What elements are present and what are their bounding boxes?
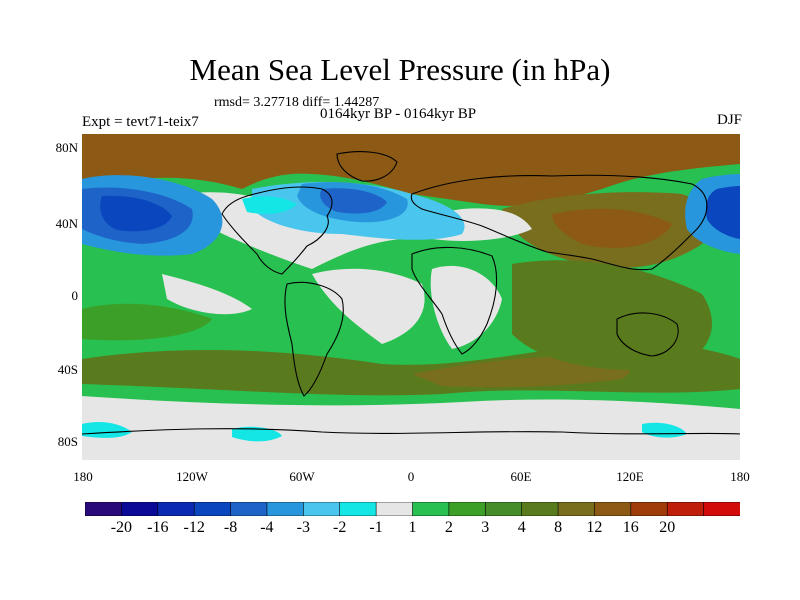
colorbar-swatch — [448, 502, 487, 516]
y-tick-label: 40S — [57, 362, 78, 377]
colorbar-swatch — [230, 502, 268, 516]
colorbar-swatch — [121, 502, 159, 516]
south-america-coast — [284, 281, 344, 397]
colorbar-swatch — [266, 502, 305, 516]
colorbar-label: -20 — [110, 519, 133, 536]
x-tick-label: 0 — [407, 469, 415, 484]
aleutian-low-core — [100, 195, 172, 232]
colorbar-label: 12 — [586, 519, 603, 536]
colorbar-label: 8 — [554, 519, 563, 536]
x-tick-label: 180 — [730, 469, 750, 484]
pacific-olive — [82, 303, 212, 341]
antarctica-coast — [82, 428, 740, 435]
colorbar-swatch — [630, 502, 669, 516]
colorbar-label: -4 — [260, 519, 274, 536]
antarctic-cyan-2 — [232, 426, 282, 442]
greenland-coast — [336, 151, 398, 182]
pressure-map — [82, 134, 740, 460]
colorbar-swatch — [85, 502, 123, 516]
colorbar-swatch — [339, 502, 377, 516]
y-tick-label: 40N — [55, 216, 78, 231]
neutral-atlantic — [312, 268, 425, 344]
asia-high-core — [552, 208, 672, 248]
arctic-high-band — [82, 134, 740, 206]
colorbar-label: -3 — [296, 519, 310, 536]
africa-coast — [411, 246, 498, 355]
colorbar-swatch — [594, 502, 632, 516]
colorbar-label: 20 — [659, 519, 676, 536]
colorbar-label: 16 — [622, 519, 639, 536]
x-tick-label: 60E — [510, 469, 532, 484]
colorbar — [85, 502, 740, 516]
season-label: DJF — [716, 112, 742, 128]
colorbar-label: -2 — [333, 519, 347, 536]
rmsd-text: rmsd= 3.27718 diff= 1.44287 — [214, 95, 380, 110]
colorbar-label: -16 — [147, 519, 169, 536]
colorbar-swatch — [666, 502, 705, 516]
colorbar-swatch — [484, 502, 523, 516]
icelandic-low-fringe — [242, 196, 297, 214]
x-tick-label: 120W — [176, 469, 208, 484]
aleutian-low-east-core — [705, 186, 740, 239]
y-tick-label: 80S — [57, 434, 78, 449]
colorbar-label: 2 — [444, 519, 453, 536]
neutral-southern-ocean — [82, 396, 740, 460]
coastlines — [82, 151, 740, 435]
colorbar-swatch — [557, 502, 596, 516]
north-america-coast — [221, 186, 333, 275]
y-tick-label: 80N — [55, 140, 78, 155]
icelandic-low-inner — [320, 188, 387, 214]
colorbar-label: -12 — [183, 519, 205, 536]
colorbar-label: 3 — [481, 519, 490, 536]
indian-ocean-olive — [512, 260, 712, 371]
colorbar-label: -8 — [223, 519, 238, 536]
x-tick-label: 60W — [289, 469, 315, 484]
period-text: 0164kyr BP - 0164kyr BP — [320, 106, 477, 122]
x-tick-label: 180 — [73, 469, 93, 484]
colorbar-labels: -20 -16 -12 -8 -4 -3 -2 -1 1 2 3 4 8 12 16 20 — [0, 519, 800, 539]
neutral-africa — [430, 265, 502, 349]
map-title: Mean Sea Level Pressure (in hPa) — [189, 52, 611, 87]
antarctic-cyan-1 — [82, 421, 132, 438]
colorbar-swatch — [375, 502, 414, 516]
colorbar-swatch — [193, 502, 232, 516]
eurasia-coast — [410, 174, 708, 271]
colorbar-swatch — [157, 502, 195, 516]
colorbar-swatch — [521, 502, 559, 516]
colorbar-label: -1 — [369, 519, 383, 536]
colorbar-swatch — [703, 502, 740, 516]
neutral-pacific-south — [162, 274, 252, 315]
colorbar-swatch — [412, 502, 450, 516]
australia-coast — [616, 312, 679, 357]
colorbar-label: 4 — [517, 519, 526, 536]
x-tick-label: 120E — [616, 469, 644, 484]
colorbar-label: 1 — [408, 519, 417, 536]
y-tick-label: 0 — [71, 288, 79, 303]
experiment-label: Expt = tevt71-teix7 — [82, 114, 199, 130]
colorbar-swatch — [303, 502, 341, 516]
